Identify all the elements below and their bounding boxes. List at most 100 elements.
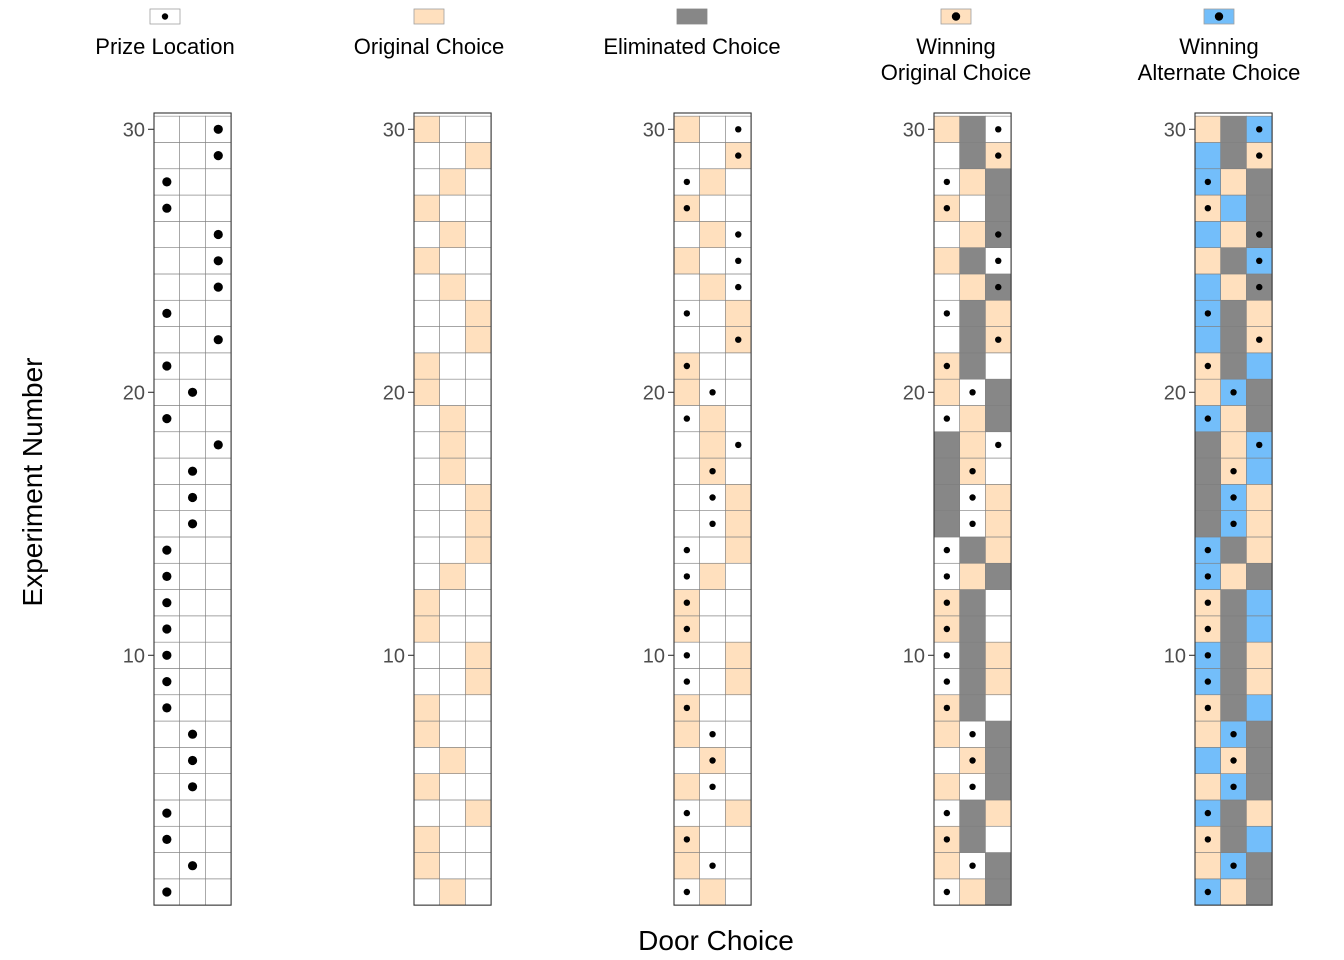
- legend-dot-5: [1214, 12, 1224, 21]
- prize-dot-p3-e17: [709, 468, 716, 475]
- cell-p3-e13-d3: [725, 562, 752, 590]
- cell-p1-e27-d3: [205, 194, 232, 222]
- prize-dot-p1-e27: [162, 203, 172, 213]
- cell-p1-e1-d3: [205, 878, 232, 906]
- prize-dot-p3-e1: [683, 888, 691, 896]
- cell-p4-e25-d2: [959, 247, 986, 275]
- prize-dot-p5-e14: [1204, 546, 1212, 554]
- prize-dot-p4-e28: [943, 178, 951, 186]
- prize-dot-p5-e6: [1230, 757, 1237, 764]
- panel-border-5: [1194, 112, 1273, 906]
- cell-p3-e30-d1: [673, 115, 701, 143]
- prize-dot-p4-e21: [943, 362, 951, 370]
- cell-p1-e18-d1: [153, 431, 181, 459]
- cell-p2-e28-d3: [465, 168, 492, 196]
- prize-dot-p5-e16: [1230, 494, 1237, 501]
- prize-dot-p4-e29: [995, 152, 1002, 159]
- panel-3: 10 20 30: [643, 112, 752, 906]
- cell-p2-e1-d1: [413, 878, 441, 906]
- cell-p3-e11-d3: [725, 615, 752, 643]
- cell-p5-e22-d1: [1194, 326, 1222, 354]
- ytick-label-p5-10: 10: [1164, 645, 1186, 667]
- cell-p2-e2-d2: [439, 852, 466, 880]
- cell-p2-e17-d3: [465, 457, 492, 485]
- cell-p4-e11-d2: [959, 615, 986, 643]
- cell-p1-e29-d2: [179, 142, 206, 170]
- prize-dot-p4-e16: [969, 494, 976, 501]
- cell-p5-e27-d3: [1246, 194, 1273, 222]
- cell-p4-e18-d2: [959, 431, 986, 459]
- cell-p2-e19-d3: [465, 405, 492, 433]
- cell-p1-e26-d1: [153, 221, 181, 248]
- cell-p5-e16-d1: [1194, 484, 1222, 511]
- cell-p3-e22-d1: [673, 326, 701, 354]
- legend: Prize Location Original Choice Eliminated …: [95, 8, 1301, 85]
- cell-p2-e25-d1: [413, 247, 441, 275]
- cell-p4-e4-d3: [985, 799, 1012, 827]
- cell-p4-e10-d2: [959, 641, 986, 669]
- legend-label-4: Winning Original Choice: [881, 34, 1031, 85]
- cell-p5-e21-d3: [1246, 352, 1273, 380]
- cell-p5-e11-d3: [1246, 615, 1273, 643]
- cell-p3-e19-d2: [699, 405, 726, 433]
- cell-p2-e13-d2: [439, 562, 466, 590]
- cell-p1-e3-d3: [205, 825, 232, 853]
- cell-p5-e18-d2: [1220, 431, 1247, 459]
- cell-p5-e12-d2: [1220, 589, 1247, 617]
- cell-p3-e1-d3: [725, 878, 752, 906]
- cell-p2-e14-d1: [413, 536, 441, 564]
- cell-p1-e23-d3: [205, 299, 232, 327]
- cell-p2-e11-d3: [465, 615, 492, 643]
- cell-p2-e8-d1: [413, 694, 441, 722]
- prize-dot-p5-e17: [1230, 468, 1237, 475]
- cell-p4-e27-d2: [959, 194, 986, 222]
- cell-p1-e26-d2: [179, 221, 206, 248]
- cell-p4-e3-d2: [959, 825, 986, 853]
- prize-dot-p1-e2: [187, 861, 198, 871]
- panel-border-4: [933, 112, 1012, 906]
- cell-p4-e7-d3: [985, 720, 1012, 748]
- prize-dot-p3-e26: [735, 231, 742, 238]
- cell-p5-e11-d2: [1220, 615, 1247, 643]
- prize-dot-p3-e20: [709, 389, 716, 396]
- legend-item-2: Original Choice: [354, 8, 504, 59]
- prize-dot-p5-e10: [1204, 652, 1212, 659]
- cell-p1-e30-d2: [179, 115, 206, 143]
- cell-p1-e9-d2: [179, 668, 206, 696]
- prize-dot-p3-e2: [709, 862, 716, 869]
- ytick-label-p2-30: 30: [383, 119, 405, 141]
- cell-p1-e13-d2: [179, 562, 206, 590]
- cell-p3-e21-d2: [699, 352, 726, 380]
- panel-1: 10 20 30: [123, 112, 232, 906]
- legend-label-3: Eliminated Choice: [603, 34, 780, 59]
- cell-p3-e8-d3: [725, 694, 752, 722]
- cell-p4-e6-d3: [985, 747, 1012, 774]
- cell-p2-e8-d3: [465, 694, 492, 722]
- cell-p3-e18-d1: [673, 431, 701, 459]
- cell-p3-e30-d2: [699, 115, 726, 143]
- cell-p5-e13-d2: [1220, 562, 1247, 590]
- cell-p3-e9-d2: [699, 668, 726, 696]
- legend-label-5: Winning Alternate Choice: [1138, 34, 1301, 85]
- prize-dot-p3-e11: [683, 625, 691, 633]
- cell-p3-e12-d3: [725, 589, 752, 617]
- ytick-label-p3-20: 20: [643, 382, 665, 404]
- cell-p2-e27-d3: [465, 194, 492, 222]
- cell-p2-e7-d2: [439, 720, 466, 748]
- cell-p5-e7-d1: [1194, 720, 1222, 748]
- prize-dot-p4-e19: [943, 415, 951, 422]
- ytick-label-p3-30: 30: [643, 119, 665, 141]
- prize-dot-p4-e1: [943, 888, 951, 896]
- cell-p3-e23-d3: [725, 299, 752, 327]
- cell-p2-e26-d1: [413, 221, 441, 248]
- cell-p3-e3-d2: [699, 825, 726, 853]
- cell-p1-e9-d3: [205, 668, 232, 696]
- cell-p2-e12-d2: [439, 589, 466, 617]
- cell-p4-e8-d2: [959, 694, 986, 722]
- prize-dot-p5-e24: [1256, 283, 1263, 291]
- cell-p5-e3-d2: [1220, 825, 1247, 853]
- prize-dot-p3-e19: [683, 415, 691, 422]
- cell-p5-e29-d1: [1194, 142, 1222, 170]
- ytick-label-p4-10: 10: [903, 645, 925, 667]
